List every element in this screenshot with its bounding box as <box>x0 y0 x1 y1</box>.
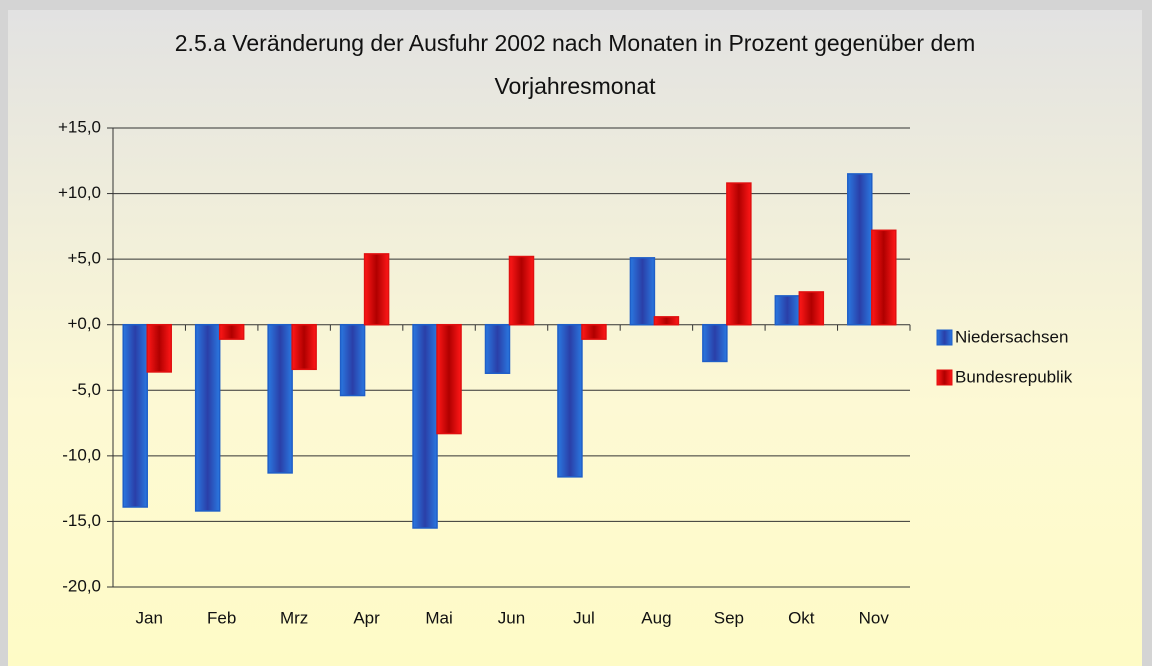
legend-swatch <box>936 369 953 386</box>
x-tick-label: Aug <box>641 608 671 627</box>
y-tick-label: +5,0 <box>67 249 101 268</box>
bar <box>412 323 438 529</box>
bar <box>726 182 752 326</box>
bar <box>653 316 680 326</box>
y-tick-label: -20,0 <box>62 576 101 595</box>
bar <box>291 323 317 371</box>
x-tick-label: Jul <box>573 608 595 627</box>
bar <box>363 253 390 326</box>
y-tick-label: -5,0 <box>72 380 101 399</box>
bar <box>581 323 607 340</box>
x-tick-label: Jan <box>136 608 163 627</box>
x-tick-label: Feb <box>207 608 236 627</box>
bar <box>218 323 245 340</box>
bar <box>557 323 583 478</box>
bar <box>267 323 293 474</box>
legend-label: Niedersachsen <box>955 327 1068 346</box>
bar <box>798 291 825 326</box>
bar <box>122 323 148 508</box>
bar <box>436 323 462 435</box>
bar <box>702 323 728 363</box>
x-tick-label: Jun <box>498 608 525 627</box>
y-tick-label: +0,0 <box>67 314 101 333</box>
x-tick-label: Nov <box>859 608 890 627</box>
bar <box>339 323 366 397</box>
bar <box>146 323 172 373</box>
x-tick-label: Mrz <box>280 608 308 627</box>
bar <box>847 173 873 326</box>
x-tick-label: Okt <box>788 608 815 627</box>
y-tick-label: -15,0 <box>62 511 101 530</box>
x-tick-label: Apr <box>353 608 380 627</box>
y-tick-label: +10,0 <box>58 183 101 202</box>
bar <box>484 323 511 374</box>
x-tick-label: Mai <box>425 608 452 627</box>
bar <box>871 229 897 326</box>
legend-label: Bundesrepublik <box>955 367 1073 386</box>
x-tick-label: Sep <box>714 608 744 627</box>
bar <box>194 323 221 512</box>
y-tick-label: -10,0 <box>62 445 101 464</box>
chart-title: 2.5.a Veränderung der Ausfuhr 2002 nach … <box>174 30 976 99</box>
y-tick-label: +15,0 <box>58 117 101 136</box>
legend-swatch <box>936 329 953 346</box>
bar <box>629 257 656 326</box>
bar <box>774 295 801 326</box>
bar <box>508 255 535 326</box>
